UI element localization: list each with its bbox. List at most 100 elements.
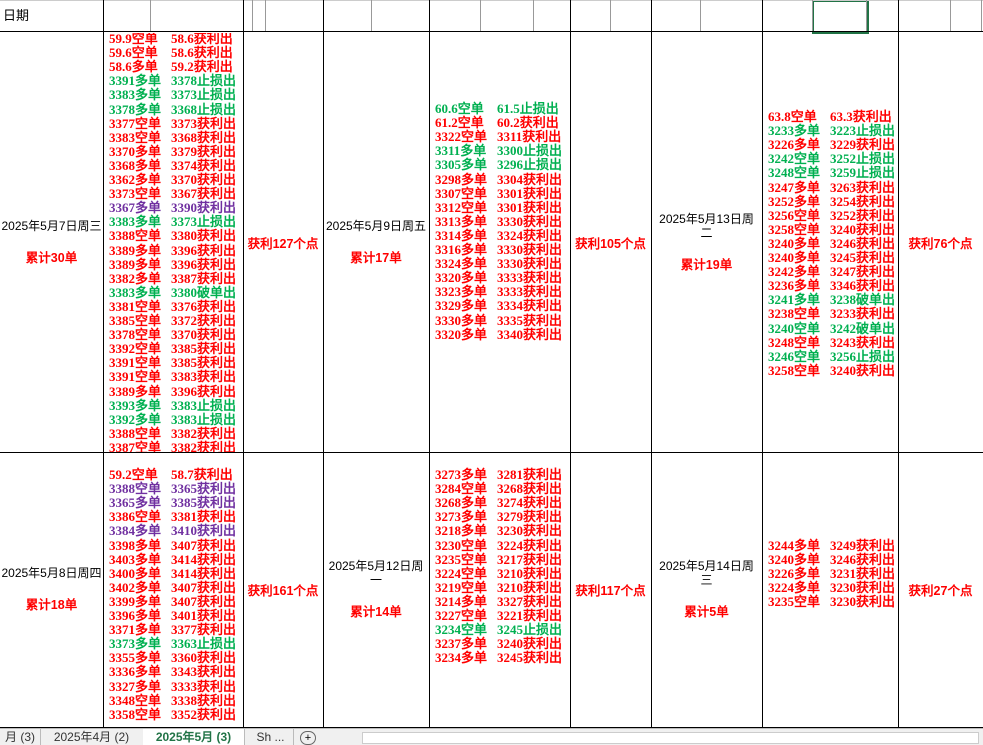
trade-list: 3244多单 3249获利出 3240多单 3246获利出 3226多单 3231获利出 3… xyxy=(763,453,897,727)
grid-line xyxy=(243,0,244,728)
header-label: 日期 xyxy=(3,8,30,23)
trade-exit: 3383止损出 xyxy=(171,411,237,427)
trade-entry: 3235空单 xyxy=(768,594,821,610)
trade-exit: 3380破单出 xyxy=(171,284,237,300)
trade-exit: 3240获利出 xyxy=(830,221,896,237)
trade-entry: 3246空单 xyxy=(768,348,821,364)
trade-exit: 3300止损出 xyxy=(497,143,563,159)
profit-total: 获利27个点 xyxy=(908,584,973,598)
trade-entry: 3298多单 xyxy=(435,171,488,187)
grid-line xyxy=(265,0,266,31)
trade-exit: 3373获利出 xyxy=(171,115,237,131)
trade-entry: 3365多单 xyxy=(109,495,162,511)
trade-entry: 3384多单 xyxy=(109,523,162,539)
trade-exit: 3240获利出 xyxy=(497,636,563,652)
sheet-tab[interactable]: 2025年4月 (2) xyxy=(40,729,144,745)
add-sheet[interactable]: + xyxy=(300,731,316,745)
trade-entry: 3373多单 xyxy=(109,636,162,652)
trade-exit: 3254获利出 xyxy=(830,193,896,209)
trade-exit: 3274获利出 xyxy=(497,495,563,511)
trade-entry: 3391空单 xyxy=(109,369,162,385)
trade-entry: 3236多单 xyxy=(768,278,821,294)
trade-entry: 3235空单 xyxy=(435,551,488,567)
trade-entry: 3256空单 xyxy=(768,207,821,223)
trade-entry: 3311多单 xyxy=(435,143,487,159)
trade-exit: 3279获利出 xyxy=(497,509,563,525)
trade-entry: 3371多单 xyxy=(109,622,162,638)
trade-entry: 3383多单 xyxy=(109,214,162,230)
trade-exit: 3246获利出 xyxy=(830,235,896,251)
trade-entry: 3367多单 xyxy=(109,200,162,216)
trade-entry: 3382多单 xyxy=(109,270,162,286)
trade-exit: 3240获利出 xyxy=(830,362,896,378)
order-count: 累计5单 xyxy=(684,605,729,619)
trade-exit: 3368获利出 xyxy=(171,129,237,145)
trade-entry: 3323多单 xyxy=(435,284,488,300)
trade-entry: 60.6空单 xyxy=(435,101,484,116)
grid-line xyxy=(323,0,324,728)
trade-exit: 3238破单出 xyxy=(830,292,896,308)
trade-entry: 3258空单 xyxy=(768,362,821,378)
trade-exit: 3242破单出 xyxy=(830,320,896,336)
trade-exit: 3385获利出 xyxy=(171,495,237,511)
trade-entry: 3320多单 xyxy=(435,270,488,286)
trade-entry: 3348空单 xyxy=(109,692,162,708)
trade-exit: 3396获利出 xyxy=(171,383,237,399)
trade-exit: 3243获利出 xyxy=(830,334,896,350)
trade-entry: 3388空单 xyxy=(109,481,162,497)
profit-total: 获利161个点 xyxy=(247,584,319,598)
trade-entry: 3399多单 xyxy=(109,593,162,609)
selected-cell[interactable] xyxy=(812,0,869,34)
trade-exit: 3387获利出 xyxy=(171,270,237,286)
trade-entry: 58.6多单 xyxy=(109,59,158,75)
trade-entry: 3392空单 xyxy=(109,341,162,357)
trade-entry: 3389多单 xyxy=(109,242,162,258)
trade-entry: 3396多单 xyxy=(109,608,162,623)
trade-exit: 60.2获利出 xyxy=(497,115,559,131)
trade-entry: 3226多单 xyxy=(768,566,821,582)
trade-entry: 59.9空单 xyxy=(109,33,158,46)
trade-entry: 3387空单 xyxy=(109,439,162,452)
order-count: 累计18单 xyxy=(25,598,78,612)
h-scrollbar[interactable] xyxy=(362,732,979,744)
trade-exit: 3231获利出 xyxy=(830,566,896,582)
trade-exit: 3230获利出 xyxy=(497,523,563,539)
sheet-tabs: + 月 (3) 2025年4月 (2) 2025年5月 (3) Sh ... xyxy=(0,728,983,745)
trade-exit: 3330获利出 xyxy=(497,242,563,257)
trade-exit: 3343获利出 xyxy=(171,664,237,680)
trade-exit: 3368止损出 xyxy=(171,101,237,117)
trade-exit: 3385获利出 xyxy=(171,355,237,371)
trade-entry: 3398多单 xyxy=(109,537,162,553)
trade-exit: 3407获利出 xyxy=(171,579,237,595)
trade-entry: 3391多单 xyxy=(109,73,162,89)
date-cell: 2025年5月7日周三 累计30单 xyxy=(0,32,103,452)
trade-exit: 3380获利出 xyxy=(171,228,237,244)
trade-exit: 3230获利出 xyxy=(830,594,896,610)
trade-exit: 3379获利出 xyxy=(171,143,237,159)
trade-entry: 59.2空单 xyxy=(109,467,158,482)
trade-entry: 3383多单 xyxy=(109,284,162,300)
trade-entry: 3237多单 xyxy=(435,636,488,652)
grid-line xyxy=(429,0,430,728)
trade-exit: 3252止损出 xyxy=(830,151,896,167)
sheet-tab[interactable]: 2025年5月 (3) xyxy=(143,729,245,745)
trade-entry: 3227空单 xyxy=(435,608,488,623)
trade-entry: 3240多单 xyxy=(768,235,821,251)
trade-entry: 3402多单 xyxy=(109,579,162,595)
trade-entry: 3386空单 xyxy=(109,509,162,525)
trade-entry: 3273多单 xyxy=(435,467,488,482)
trade-exit: 3352获利出 xyxy=(171,706,237,722)
trade-entry: 3238空单 xyxy=(768,306,821,322)
trade-list: 59.2空单 58.7获利出 3388空单 3365获利出 3365多单 3385获利出 3… xyxy=(104,453,242,727)
grid-line xyxy=(150,0,151,31)
sheet-tab[interactable]: Sh ... xyxy=(248,729,294,745)
grid-line xyxy=(866,0,867,31)
trade-entry: 3322空单 xyxy=(435,129,488,145)
trade-exit: 3383获利出 xyxy=(171,369,237,385)
sheet-tab[interactable]: 月 (3) xyxy=(0,729,41,745)
order-count: 累计30单 xyxy=(25,250,78,265)
trade-entry: 3362多单 xyxy=(109,172,162,187)
trade-entry: 3313多单 xyxy=(435,213,488,229)
trade-exit: 3245获利出 xyxy=(830,250,896,265)
